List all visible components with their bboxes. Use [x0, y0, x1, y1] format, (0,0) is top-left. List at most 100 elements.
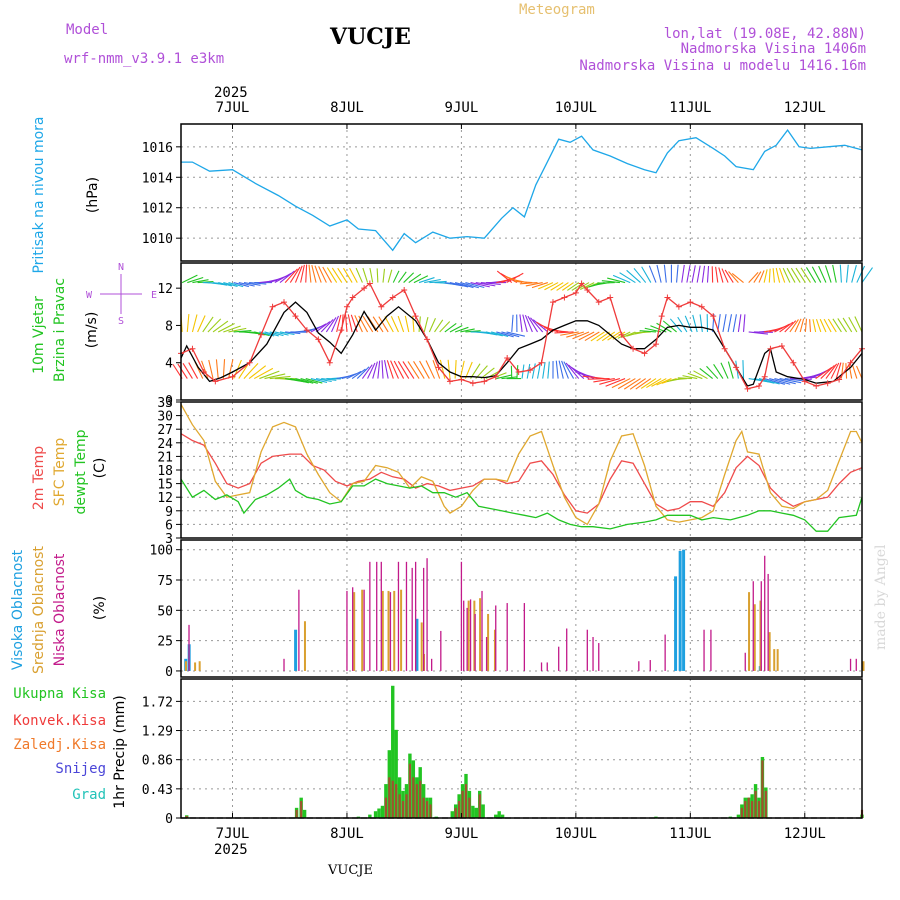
cloud-axis-title: Visoka Oblacnost Srednja Oblacnost Niska…	[10, 546, 108, 674]
series-visoka-oblacnost	[184, 549, 762, 671]
wind-arrow	[800, 267, 811, 283]
cloud-bar	[467, 600, 470, 671]
compass-n: N	[118, 262, 124, 273]
wind-arrow	[607, 277, 626, 284]
wind-arrow	[514, 280, 533, 284]
precip-bar	[401, 801, 405, 818]
wind-arrow	[555, 360, 559, 379]
wind-arrow	[249, 282, 267, 285]
wind-arrow	[192, 279, 209, 284]
precip-bar	[450, 811, 454, 818]
wind-arrow	[763, 378, 786, 385]
wind-arrow	[212, 320, 229, 333]
gust-marker	[813, 383, 820, 390]
cloud-bar	[764, 555, 766, 671]
cloud-unit: (%)	[92, 596, 108, 620]
temperature-ytick-label: 9	[165, 505, 173, 520]
wind-arrow	[524, 314, 533, 333]
wind-arrow	[315, 321, 331, 333]
cloud-bar	[188, 624, 190, 671]
wind-arrow	[290, 378, 309, 384]
series-2m-temp	[180, 433, 863, 514]
wind-arrow	[706, 365, 719, 379]
gust-marker	[767, 345, 774, 352]
wind-arrow	[269, 375, 291, 380]
temp-title-sfc: SFC Temp	[52, 438, 68, 507]
wind-frame	[180, 262, 863, 401]
wind-arrow	[208, 359, 214, 379]
temperature-ytick-label: 27	[157, 423, 173, 438]
panel-cloud: 0 25 50 75 100	[150, 539, 865, 680]
precip-bar	[405, 794, 408, 818]
wind-arrow	[839, 264, 842, 283]
cloud-frame	[180, 539, 863, 678]
gust-marker	[481, 378, 488, 385]
wind-arrow	[349, 267, 358, 283]
pressure-axis-title: Pritisak na nivou mora (hPa)	[31, 116, 101, 273]
wind-arrow	[320, 318, 334, 333]
precip-bar	[415, 784, 418, 818]
gust-marker	[212, 378, 219, 385]
wind-arrow	[217, 323, 235, 333]
wind-arrow	[789, 319, 799, 333]
wind-arrow	[601, 331, 616, 342]
pressure-ytick-label: 1010	[142, 232, 173, 247]
wind-arrow	[259, 370, 280, 380]
precip-ytick-label: 1.72	[142, 695, 173, 710]
wind-arrow	[413, 360, 425, 379]
wind-arrow	[337, 267, 348, 283]
wind-ytick-label: 4	[165, 357, 173, 372]
wind-arrow	[684, 315, 693, 333]
wind-arrow	[390, 360, 399, 379]
wind-arrow	[805, 267, 817, 283]
wind-arrow	[819, 318, 827, 333]
wind-arrow	[779, 378, 802, 384]
gust-marker	[584, 287, 591, 294]
wind-arrow	[593, 378, 615, 383]
wind-arrow	[378, 316, 389, 333]
cloud-bar	[546, 662, 548, 671]
wind-arrow	[769, 378, 791, 385]
wind-arrow	[289, 266, 301, 283]
model-name: wrf-nmm_v3.9.1 e3km	[64, 51, 224, 67]
wind-arrow	[429, 280, 447, 284]
cloud-bar	[598, 643, 600, 671]
precip-bar	[398, 794, 401, 818]
pressure-title: Pritisak na nivou mora	[31, 116, 47, 273]
wind-arrow	[605, 378, 626, 387]
wind-arrow	[243, 362, 259, 379]
wind-arrow	[699, 314, 703, 333]
precip-bar	[302, 809, 307, 818]
wind-arrow	[202, 316, 214, 333]
wind-arrow	[804, 318, 808, 333]
cloud-bar	[855, 658, 857, 671]
gust-marker	[326, 359, 333, 366]
wind-arrow	[419, 360, 430, 379]
cloud-bar	[353, 592, 356, 671]
wind-arrow	[346, 370, 362, 380]
wind-arrow	[310, 378, 328, 383]
precip-bar	[458, 801, 461, 818]
wind-arrow	[633, 267, 647, 283]
wind-arrow	[682, 375, 698, 380]
wind-arrow	[393, 360, 405, 379]
wind-arrow	[772, 268, 775, 283]
wind-direction-arrows	[172, 264, 873, 390]
wind-arrow	[279, 331, 295, 336]
gust-marker	[836, 376, 843, 383]
gust-marker	[710, 313, 717, 320]
wind-arrow	[464, 361, 473, 379]
cloud-bar	[346, 590, 348, 671]
wind-arrow	[536, 362, 541, 379]
wind-arrow	[851, 264, 857, 283]
wind-arrow	[854, 316, 863, 333]
wind-arrow	[177, 363, 188, 379]
gust-marker	[733, 364, 740, 371]
gust-marker	[189, 345, 196, 352]
wind-arrow	[784, 320, 797, 333]
temp-axis-title: 2m Temp SFC Temp dewpt Temp (C)	[31, 429, 108, 514]
wind-arrow	[308, 264, 312, 283]
precip-bar	[461, 790, 464, 818]
wind-arrow	[774, 378, 796, 385]
